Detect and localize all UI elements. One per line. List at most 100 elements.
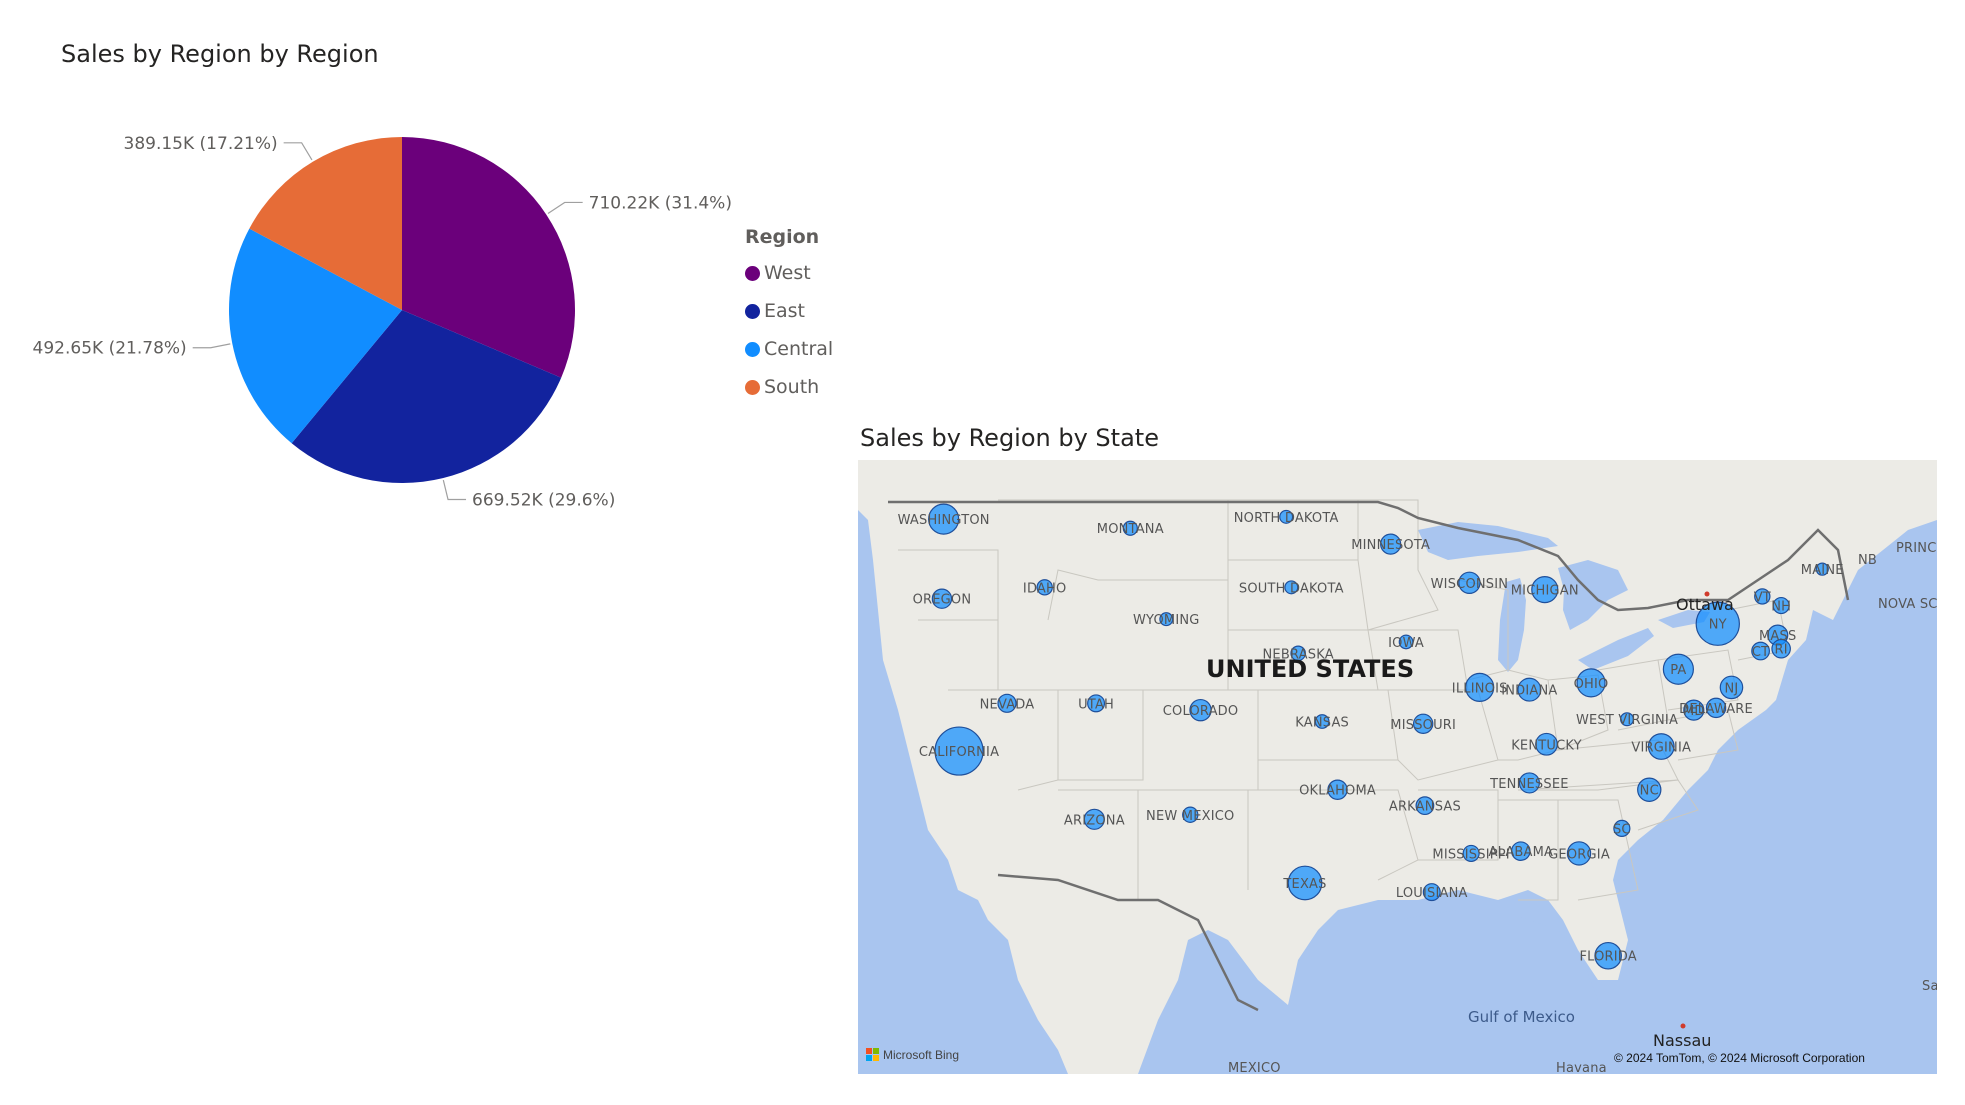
- map-chart-title: Sales by Region by State: [860, 424, 1159, 452]
- state-bubble-louisiana[interactable]: [1422, 883, 1441, 902]
- state-bubble-south-dakota[interactable]: [1284, 580, 1299, 595]
- state-bubble-oklahoma[interactable]: [1327, 779, 1348, 800]
- place-pei: PRINCE EDWARD ISLAND: [1896, 541, 1937, 556]
- state-label-iowa: IOWA: [1388, 636, 1424, 651]
- state-bubble-illinois[interactable]: [1465, 672, 1495, 703]
- state-bubble-mississippi[interactable]: [1462, 844, 1480, 863]
- state-label-mass: MASS: [1759, 629, 1796, 644]
- state-label-montana: MONTANA: [1097, 522, 1164, 537]
- legend-item-west[interactable]: West: [745, 254, 833, 292]
- pie-slice-east[interactable]: [291, 310, 562, 483]
- state-bubble-new-mexico[interactable]: [1182, 806, 1199, 823]
- state-bubble-washington[interactable]: [928, 503, 960, 535]
- state-bubble-idaho[interactable]: [1036, 579, 1053, 596]
- state-bubble-sc[interactable]: [1613, 819, 1631, 837]
- state-bubble-kentucky[interactable]: [1535, 732, 1558, 756]
- country-label: UNITED STATES: [1206, 655, 1414, 683]
- place-sa: Sa: [1922, 979, 1937, 994]
- state-bubble-arkansas[interactable]: [1415, 796, 1435, 816]
- state-label-pa: PA: [1670, 663, 1686, 678]
- state-bubble-west-virginia[interactable]: [1620, 712, 1635, 727]
- state-bubble-ohio[interactable]: [1576, 668, 1606, 698]
- state-label-north-dakota: NORTH DAKOTA: [1234, 511, 1339, 526]
- state-bubble-wyoming[interactable]: [1159, 612, 1174, 627]
- state-borders: [898, 499, 1789, 901]
- pie-legend: Region West East Central South: [745, 226, 833, 406]
- legend-label-east: East: [764, 300, 805, 322]
- state-bubble-minnesota[interactable]: [1380, 533, 1402, 555]
- pie-data-label-east: 669.52K (29.6%): [472, 490, 615, 510]
- state-label-oregon: OREGON: [913, 593, 972, 608]
- bing-provider-label: Microsoft Bing: [883, 1048, 960, 1062]
- state-label-washington: WASHINGTON: [898, 513, 990, 528]
- pie-chart-title: Sales by Region by Region: [61, 40, 379, 68]
- state-bubble-nj[interactable]: [1719, 675, 1744, 700]
- legend-item-south[interactable]: South: [745, 368, 833, 406]
- state-label-missouri: MISSOURI: [1390, 718, 1456, 733]
- state-bubble-michigan[interactable]: [1531, 576, 1559, 604]
- bing-attribution: Microsoft Bing: [866, 1048, 959, 1062]
- place-havana: Havana: [1556, 1061, 1607, 1074]
- state-label-delaware: DELAWARE: [1679, 702, 1753, 717]
- state-label-alabama: ALABAMA: [1488, 845, 1553, 860]
- state-bubble-vt[interactable]: [1754, 588, 1771, 605]
- legend-label-west: West: [764, 262, 811, 284]
- state-bubble-montana[interactable]: [1122, 520, 1138, 536]
- state-bubble-arizona[interactable]: [1083, 808, 1105, 830]
- state-label-sc: SC: [1613, 822, 1631, 837]
- state-bubble-utah[interactable]: [1087, 694, 1106, 713]
- gulf-of-mexico: [1288, 910, 1638, 1074]
- state-bubble-nebraska[interactable]: [1290, 645, 1306, 662]
- state-bubble-nc[interactable]: [1637, 777, 1662, 802]
- map-visual[interactable]: WASHINGTON OREGON CALIFORNIA NEVADA IDAHO MON…: [858, 460, 1937, 1074]
- state-bubble-ny[interactable]: [1695, 601, 1740, 646]
- state-label-md: MD: [1683, 704, 1705, 719]
- state-label-ri: RI: [1775, 643, 1788, 658]
- legend-item-central[interactable]: Central: [745, 330, 833, 368]
- state-bubble-maine[interactable]: [1815, 562, 1829, 576]
- state-bubble-florida[interactable]: [1594, 941, 1622, 970]
- state-bubble-tennessee[interactable]: [1518, 772, 1540, 794]
- pie-slice-central[interactable]: [229, 228, 402, 444]
- pie-leader-south: [283, 142, 313, 161]
- state-bubble-nh[interactable]: [1772, 596, 1790, 615]
- place-nassau: Nassau: [1653, 1031, 1711, 1050]
- pie-slice-south[interactable]: [249, 137, 402, 310]
- state-label-kentucky: KENTUCKY: [1511, 738, 1582, 753]
- state-bubble-oregon[interactable]: [931, 588, 953, 609]
- state-label-virginia: VIRGINIA: [1631, 741, 1691, 756]
- state-bubble-north-dakota[interactable]: [1279, 509, 1294, 524]
- state-bubble-nevada[interactable]: [997, 693, 1017, 713]
- state-label-mississippi: MISSISSIPPI: [1432, 847, 1509, 862]
- pie-leader-central: [192, 343, 231, 349]
- state-bubble-delaware[interactable]: [1705, 697, 1727, 719]
- pie-slice-west[interactable]: [402, 137, 575, 378]
- state-bubble-wisconsin[interactable]: [1458, 571, 1481, 595]
- pie-leader-west: [547, 201, 583, 214]
- legend-dot-central: [745, 341, 760, 357]
- state-bubble-missouri[interactable]: [1412, 713, 1434, 734]
- place-ottawa: Ottawa: [1676, 595, 1734, 614]
- state-bubble-virginia[interactable]: [1647, 733, 1675, 760]
- state-label-nj: NJ: [1724, 681, 1738, 696]
- international-border: [888, 500, 1850, 1012]
- state-bubble-indiana[interactable]: [1517, 677, 1542, 702]
- place-nb: NB: [1858, 553, 1877, 568]
- state-bubble-ri[interactable]: [1771, 638, 1791, 659]
- pie-data-label-west: 710.22K (31.4%): [589, 193, 732, 213]
- state-bubble-alabama[interactable]: [1511, 841, 1531, 861]
- state-bubble-kansas[interactable]: [1314, 714, 1330, 729]
- state-label-wisconsin: WISCONSIN: [1431, 577, 1509, 592]
- state-bubble-california[interactable]: [934, 726, 984, 776]
- state-bubble-colorado[interactable]: [1189, 698, 1212, 722]
- state-bubble-texas[interactable]: [1287, 865, 1323, 901]
- map-canvas[interactable]: WASHINGTON OREGON CALIFORNIA NEVADA IDAHO MON…: [858, 460, 1937, 1074]
- state-bubble-georgia[interactable]: [1566, 841, 1592, 866]
- state-bubble-pa[interactable]: [1662, 653, 1694, 685]
- state-bubble-md[interactable]: [1683, 699, 1705, 721]
- legend-item-east[interactable]: East: [745, 292, 833, 330]
- legend-dot-south: [745, 379, 760, 395]
- state-bubble-ct[interactable]: [1751, 641, 1770, 661]
- state-bubble-iowa[interactable]: [1398, 634, 1414, 650]
- state-label-california: CALIFORNIA: [919, 745, 999, 760]
